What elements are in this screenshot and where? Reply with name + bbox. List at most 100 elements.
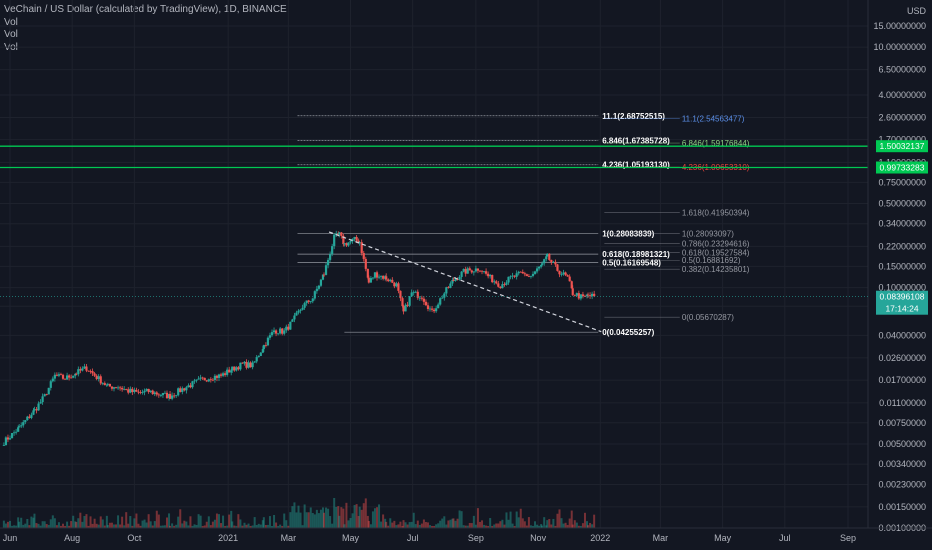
price-tags: 1.50032137 0.99733283 0.08396108 17:14:24 bbox=[0, 140, 928, 315]
candle-body bbox=[548, 253, 551, 260]
volume-bar bbox=[333, 497, 336, 528]
candle-body bbox=[452, 280, 455, 281]
candle-body bbox=[177, 388, 180, 396]
volume-bar bbox=[536, 524, 539, 528]
volume-bar bbox=[169, 525, 172, 528]
time-axis[interactable]: Jun Aug Oct 2021 Mar May Jul Sep Nov 2022 Mar May Ju… bbox=[0, 527, 932, 543]
candle-body bbox=[418, 297, 421, 299]
candle-body bbox=[215, 375, 219, 378]
candle-body bbox=[543, 259, 546, 264]
volume-bar bbox=[129, 516, 132, 528]
volume-bar bbox=[13, 525, 16, 528]
volume-indicator-label[interactable]: Vol bbox=[4, 16, 18, 28]
candle-body bbox=[560, 274, 563, 276]
volume-bar bbox=[264, 524, 267, 528]
candle-body bbox=[237, 367, 240, 370]
candle-body bbox=[129, 388, 132, 393]
candle-body bbox=[95, 375, 98, 380]
volume-bar bbox=[538, 525, 541, 528]
candle-body bbox=[155, 392, 158, 395]
volume-bar bbox=[213, 519, 216, 528]
candle-body bbox=[53, 374, 56, 379]
symbol-title[interactable]: VeChain / US Dollar (calculated by Tradi… bbox=[4, 4, 287, 15]
candle-body bbox=[133, 389, 136, 393]
x-tick-label: Mar bbox=[653, 533, 669, 543]
volume-bar bbox=[342, 508, 345, 528]
fib-levels[interactable]: 11.1(2.68752515) 6.846(1.67385728) 4.236(1… bbox=[0, 112, 868, 337]
volume-bar bbox=[485, 525, 488, 528]
volume-bar bbox=[360, 509, 363, 528]
volume-bar bbox=[420, 523, 423, 528]
volume-bar bbox=[462, 525, 465, 528]
volume-bar bbox=[181, 523, 184, 528]
candle-body bbox=[333, 234, 336, 247]
volume-bar bbox=[35, 523, 38, 528]
candle-body bbox=[358, 242, 361, 244]
candle-body bbox=[261, 349, 264, 353]
volume-bar bbox=[28, 525, 31, 528]
volume-bar bbox=[325, 507, 328, 528]
fib-extension-label: 0(0.04255257) bbox=[602, 328, 654, 337]
volume-bar bbox=[556, 513, 559, 528]
volume-bar bbox=[215, 513, 218, 528]
candle-body bbox=[110, 386, 114, 389]
fib-extension-label: 0.5(0.16169548) bbox=[602, 258, 661, 267]
volume-bar bbox=[209, 525, 212, 528]
fib-retracement-label: 1.618(0.41950394) bbox=[682, 209, 750, 218]
fib-retracement-label: 0.5(0.16881692) bbox=[682, 256, 741, 265]
volume-bar bbox=[106, 525, 109, 528]
candle-body bbox=[422, 298, 426, 302]
volume-bar bbox=[205, 521, 208, 528]
price-axis[interactable]: USD 15.00000000 10.00000000 6.50000000 4.000… bbox=[867, 0, 932, 550]
candle-body bbox=[533, 271, 537, 274]
volume-bar bbox=[179, 509, 182, 528]
volume-bar bbox=[560, 518, 563, 528]
volume-bar bbox=[587, 525, 590, 528]
candle-body bbox=[326, 259, 330, 266]
candle-body bbox=[373, 272, 377, 278]
volume-bar bbox=[299, 512, 302, 528]
candle-body bbox=[143, 390, 146, 393]
candle-body bbox=[503, 284, 506, 285]
volume-bar bbox=[540, 524, 543, 528]
volume-indicator-label[interactable]: Vol bbox=[4, 29, 18, 40]
volume-bar bbox=[541, 525, 544, 528]
candle-body bbox=[241, 362, 244, 364]
volume-bar bbox=[243, 522, 246, 528]
volume-bar bbox=[277, 525, 280, 528]
candle-body bbox=[301, 307, 304, 310]
x-tick-label: Nov bbox=[530, 533, 547, 543]
candle-body bbox=[443, 293, 446, 298]
candle-body bbox=[259, 352, 262, 357]
volume-bar bbox=[303, 504, 306, 528]
candle-body bbox=[239, 362, 242, 370]
candle-body bbox=[558, 270, 561, 275]
volume-bar bbox=[391, 522, 394, 528]
volume-bar bbox=[575, 522, 578, 528]
candle-body bbox=[501, 284, 504, 289]
candle-body bbox=[213, 375, 217, 380]
candle-body bbox=[412, 292, 415, 294]
volume-bar bbox=[257, 523, 260, 528]
candle-body bbox=[291, 319, 294, 322]
volume-bar bbox=[395, 525, 398, 528]
trendline[interactable] bbox=[328, 231, 602, 333]
y-tick-label: 4.00000000 bbox=[878, 90, 926, 100]
volume-bar bbox=[72, 515, 75, 528]
volume-bar bbox=[161, 525, 164, 528]
candle-body bbox=[345, 243, 348, 246]
level-price-label: 1.50032137 bbox=[880, 141, 925, 151]
candle-body bbox=[170, 395, 174, 399]
candle-body bbox=[173, 395, 176, 397]
candle-body bbox=[119, 387, 122, 389]
volume-bar bbox=[55, 525, 58, 528]
volume-bar bbox=[101, 519, 104, 528]
candle-body bbox=[437, 304, 440, 309]
volume-bar bbox=[315, 509, 318, 528]
candle-body bbox=[70, 377, 73, 379]
volume-bar bbox=[327, 508, 330, 528]
volume-bar bbox=[159, 525, 162, 528]
candle-body bbox=[207, 379, 210, 382]
candle-body bbox=[313, 291, 316, 299]
